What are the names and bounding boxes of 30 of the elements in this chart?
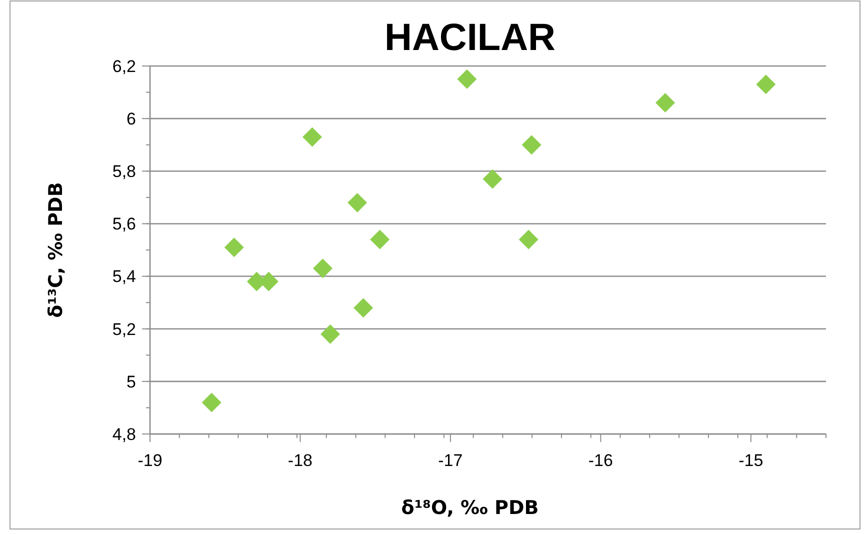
point	[370, 230, 390, 250]
point	[756, 74, 776, 94]
point	[482, 169, 502, 189]
point	[522, 135, 542, 155]
point	[202, 392, 222, 412]
y-tick-label: 5	[126, 372, 136, 392]
y-tick-label: 4,8	[112, 424, 136, 444]
point	[320, 324, 340, 344]
point	[354, 298, 374, 318]
chart-title: HACILAR	[384, 17, 556, 59]
x-axis-title: δ¹⁸O, ‰ PDB	[401, 497, 539, 519]
point	[224, 238, 244, 258]
y-tick-label: 6	[126, 110, 136, 129]
x-tick-label: -18	[288, 451, 313, 470]
y-axis-title: δ¹³C, ‰ PDB	[45, 182, 67, 318]
point	[302, 127, 322, 147]
point	[656, 93, 676, 113]
x-tick-label: -17	[438, 451, 463, 470]
point	[348, 192, 368, 212]
y-tick-label: 5,4	[112, 267, 136, 286]
y-tick-label: 6,2	[112, 56, 136, 76]
point	[457, 69, 477, 89]
y-tick-label: 5,6	[112, 214, 136, 234]
point	[518, 230, 538, 250]
y-tick-label: 5,2	[112, 320, 136, 339]
x-tick-label: -15	[738, 451, 764, 470]
point	[313, 258, 332, 278]
y-tick-label: 5,8	[112, 162, 136, 182]
x-tick-label: -16	[588, 451, 613, 470]
x-tick-label: -19	[138, 451, 162, 470]
